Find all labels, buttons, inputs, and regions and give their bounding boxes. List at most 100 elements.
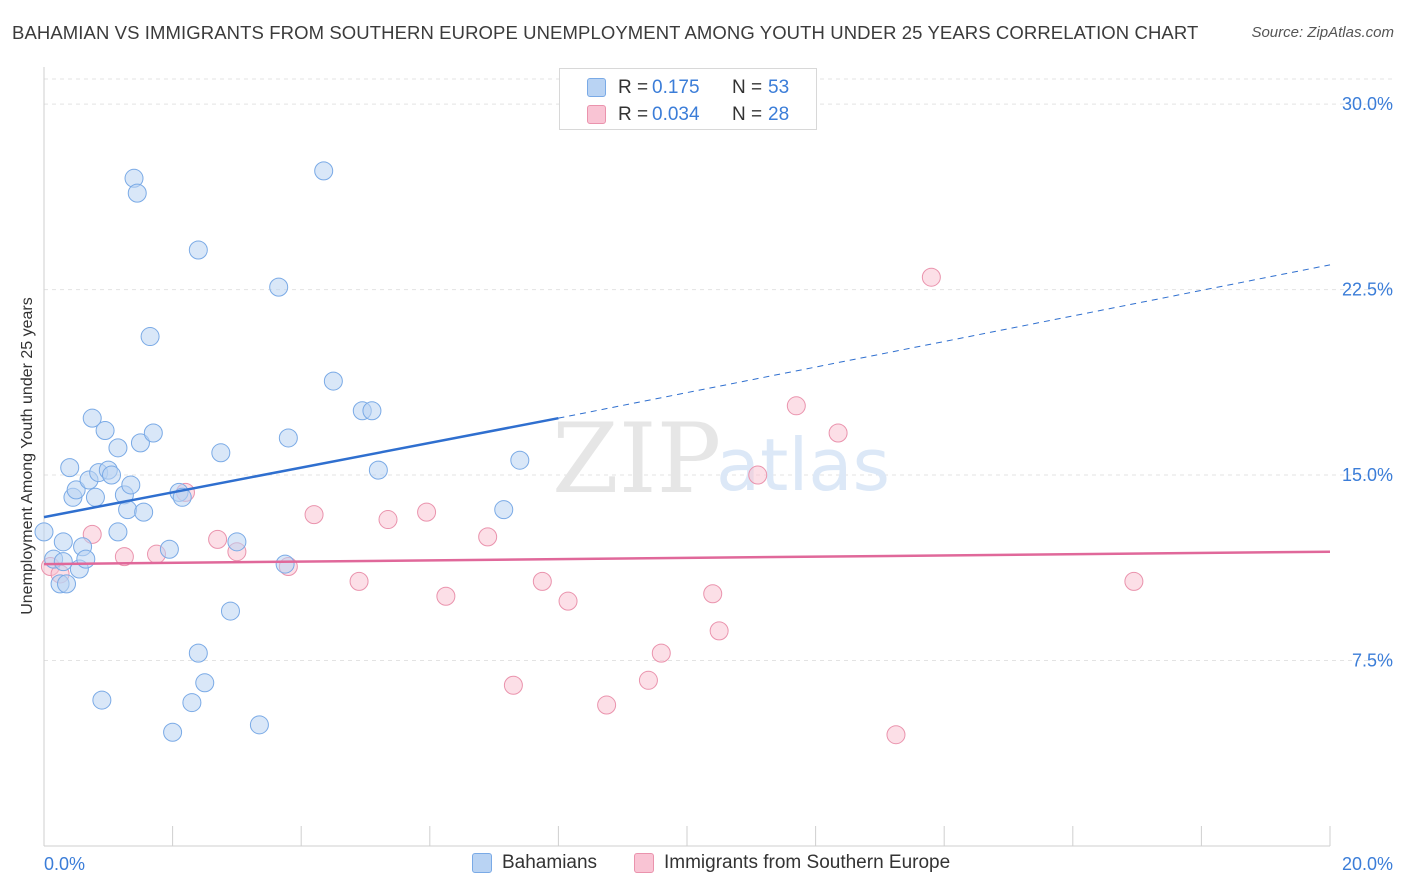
y-tick-label: 22.5% xyxy=(1342,280,1393,300)
series-bahamians-points xyxy=(34,161,530,742)
point-bahamians xyxy=(323,371,343,391)
legend-swatch-blue xyxy=(587,78,606,97)
n-label: N = xyxy=(732,104,763,125)
point-immigrants xyxy=(532,571,552,591)
watermark: ZIP atlas xyxy=(552,403,890,515)
legend-swatch-blue xyxy=(472,853,492,873)
point-immigrants xyxy=(703,584,723,604)
source-label: Source: ZipAtlas.com xyxy=(1251,24,1394,41)
point-bahamians xyxy=(76,549,96,569)
point-bahamians xyxy=(211,443,231,463)
n-value-bahamians: 53 xyxy=(768,77,790,98)
trend-bahamians-extension xyxy=(558,264,1331,419)
point-bahamians xyxy=(275,554,295,574)
legend-row-bahamians: R = 0.175 N = 53 xyxy=(560,75,816,101)
point-immigrants xyxy=(651,643,671,663)
point-immigrants xyxy=(709,621,729,641)
axes xyxy=(43,67,1331,847)
point-immigrants xyxy=(886,725,906,745)
chart-title: BAHAMIAN VS IMMIGRANTS FROM SOUTHERN EUR… xyxy=(12,22,1199,43)
point-immigrants xyxy=(1124,571,1144,591)
point-immigrants xyxy=(558,591,578,611)
point-immigrants xyxy=(304,505,324,525)
point-bahamians xyxy=(66,480,86,500)
point-bahamians xyxy=(314,161,334,181)
point-bahamians xyxy=(108,522,128,542)
legend-label-bahamians: Bahamians xyxy=(502,852,598,873)
tick-labels: 7.5% 15.0% 22.5% 30.0% 0.0% 20.0% xyxy=(44,94,1393,874)
point-immigrants xyxy=(748,465,768,485)
legend-series: Bahamians Immigrants from Southern Europ… xyxy=(0,852,1406,878)
point-bahamians xyxy=(130,433,150,453)
point-immigrants xyxy=(114,547,134,567)
point-immigrants xyxy=(349,571,369,591)
point-bahamians xyxy=(510,450,530,470)
x-tick-label: 0.0% xyxy=(44,854,85,874)
point-bahamians xyxy=(143,423,163,443)
n-label: N = xyxy=(732,77,763,98)
point-bahamians xyxy=(182,693,202,713)
grid-lines xyxy=(44,78,1392,662)
point-bahamians xyxy=(163,722,183,742)
point-immigrants xyxy=(786,396,806,416)
r-label: R = xyxy=(618,77,649,98)
legend-swatch-pink xyxy=(587,105,606,124)
point-bahamians xyxy=(188,643,208,663)
point-bahamians xyxy=(134,502,154,522)
point-bahamians xyxy=(121,475,141,495)
trend-bahamians xyxy=(43,416,559,519)
y-axis-label: Unemployment Among Youth under 25 years xyxy=(19,297,36,615)
point-immigrants xyxy=(921,267,941,287)
legend-stats: R = 0.175 N = 53 R = 0.034 N = 28 xyxy=(559,68,817,130)
point-bahamians xyxy=(227,532,247,552)
point-bahamians xyxy=(82,408,102,428)
point-immigrants xyxy=(208,529,228,549)
point-immigrants xyxy=(828,423,848,443)
trend-lines xyxy=(43,264,1331,566)
point-bahamians xyxy=(57,574,77,594)
legend-swatch-pink xyxy=(634,853,654,873)
point-bahamians xyxy=(108,438,128,458)
point-bahamians xyxy=(159,539,179,559)
point-bahamians xyxy=(95,421,115,441)
y-tick-label: 7.5% xyxy=(1352,651,1393,671)
point-bahamians xyxy=(362,401,382,421)
y-tick-label: 15.0% xyxy=(1342,465,1393,485)
r-value-bahamians: 0.175 xyxy=(652,77,700,98)
point-bahamians xyxy=(60,458,80,478)
point-bahamians xyxy=(188,240,208,260)
point-bahamians xyxy=(127,183,147,203)
y-tick-label: 30.0% xyxy=(1342,94,1393,114)
point-bahamians xyxy=(249,715,269,735)
legend-label-immigrants: Immigrants from Southern Europe xyxy=(664,852,951,873)
watermark-zip: ZIP xyxy=(552,403,721,515)
point-bahamians xyxy=(269,277,289,297)
point-bahamians xyxy=(172,487,192,507)
point-bahamians xyxy=(278,428,298,448)
point-immigrants xyxy=(436,586,456,606)
legend-row-immigrants: R = 0.034 N = 28 xyxy=(560,102,816,128)
point-bahamians xyxy=(53,552,73,572)
point-bahamians xyxy=(85,487,105,507)
point-bahamians xyxy=(34,522,54,542)
point-immigrants xyxy=(417,502,437,522)
point-immigrants xyxy=(478,527,498,547)
point-bahamians xyxy=(140,327,160,347)
point-immigrants xyxy=(378,510,398,530)
trend-immigrants xyxy=(43,550,1331,566)
x-tick-label: 20.0% xyxy=(1342,854,1393,874)
point-bahamians xyxy=(92,690,112,710)
point-immigrants xyxy=(597,695,617,715)
point-immigrants xyxy=(503,675,523,695)
r-value-immigrants: 0.034 xyxy=(652,104,700,125)
point-bahamians xyxy=(220,601,240,621)
r-label: R = xyxy=(618,104,649,125)
point-bahamians xyxy=(102,465,122,485)
point-bahamians xyxy=(494,500,514,520)
n-value-immigrants: 28 xyxy=(768,104,790,125)
point-bahamians xyxy=(53,532,73,552)
point-bahamians xyxy=(368,460,388,480)
watermark-atlas: atlas xyxy=(716,423,890,507)
point-immigrants xyxy=(638,670,658,690)
